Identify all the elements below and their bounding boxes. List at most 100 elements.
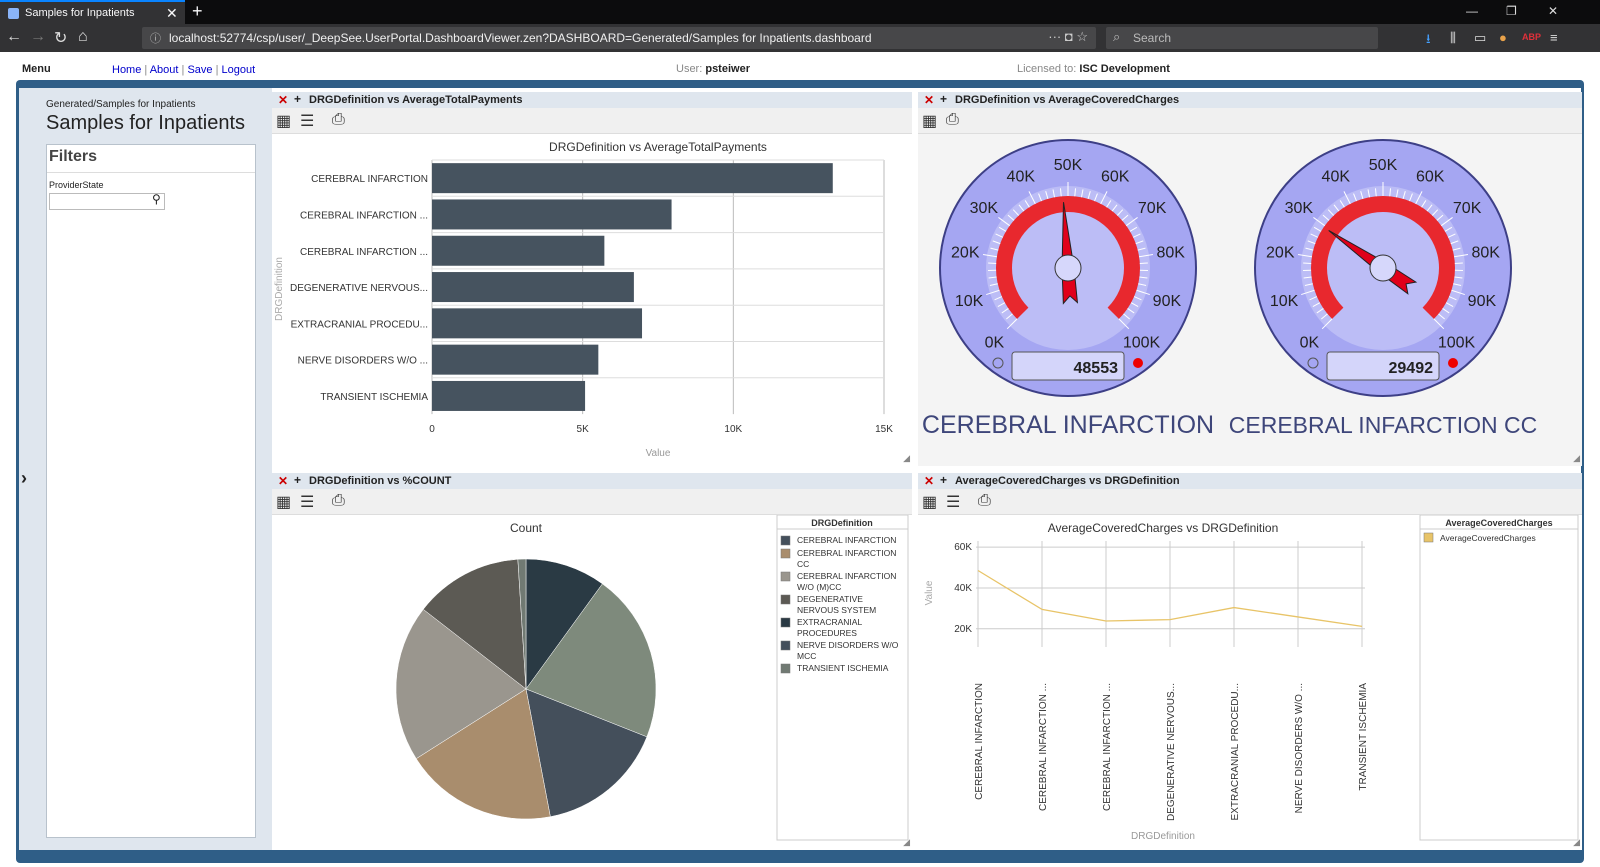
x-axis-label: DRGDefinition	[1131, 831, 1195, 842]
favicon-icon	[8, 8, 19, 19]
widget-body: AverageCoveredCharges vs DRGDefinition 20…	[918, 514, 1582, 850]
address-bar[interactable]: ⓘ localhost:52774/csp/user/_DeepSee.User…	[142, 27, 1096, 49]
adblock-icon[interactable]: ABP	[1522, 32, 1542, 42]
gauge-tick	[1028, 191, 1036, 205]
legend-swatch	[780, 571, 791, 582]
line-chart: AverageCoveredCharges vs DRGDefinition 20…	[924, 514, 1579, 842]
hamburger-menu-icon[interactable]: ≡	[1550, 30, 1558, 45]
widget-body: 0K 10K 20K 30K 40K 50K 60K 70K 80K 90K 100K 48553 CE…	[918, 134, 1582, 466]
x-tick-label: 5K	[577, 424, 590, 435]
table-view-icon[interactable]: ▦	[276, 494, 292, 511]
provider-state-input[interactable]	[49, 193, 165, 210]
y-category-label: TRANSIENT ISCHEMIA	[320, 392, 428, 403]
sidebar-icon[interactable]: ▭	[1474, 30, 1487, 45]
widget-close-icon[interactable]: ✕	[924, 93, 935, 107]
download-icon[interactable]: ⭳	[1426, 31, 1431, 46]
gauge-tick	[1307, 240, 1316, 245]
legend-label: CEREBRAL INFARCTION	[797, 535, 896, 545]
widget-add-icon[interactable]: +	[294, 473, 302, 487]
library-icon[interactable]: ⫼	[1450, 30, 1456, 45]
widget-close-icon[interactable]: ✕	[278, 93, 289, 107]
list-view-icon[interactable]: ☰	[946, 494, 961, 511]
bar-chart: DRGDefinition vs AverageTotalPayments 0 5K…	[274, 140, 893, 459]
more-icon[interactable]: ···	[1048, 29, 1062, 44]
x-category-label: EXTRACRANIAL PROCEDU...	[1230, 683, 1241, 820]
reload-icon[interactable]: ↻	[54, 30, 68, 47]
list-view-icon[interactable]: ☰	[300, 494, 315, 511]
print-icon[interactable]: ⎙	[332, 111, 345, 128]
table-view-icon[interactable]: ▦	[922, 113, 938, 130]
table-view-icon[interactable]: ▦	[276, 113, 292, 130]
bookmark-star-icon[interactable]: ☆	[1076, 29, 1088, 44]
gauge-label: CEREBRAL INFARCTION	[922, 411, 1214, 439]
widget-title: DRGDefinition vs AverageTotalPayments	[309, 94, 523, 106]
print-icon[interactable]: ⎙	[978, 492, 991, 509]
x-category-label: CEREBRAL INFARCTION	[974, 683, 985, 800]
gauge-readout-box	[1011, 351, 1125, 381]
widget-bar-chart: ✕ + DRGDefinition vs AverageTotalPayment…	[272, 92, 912, 466]
widget-close-icon[interactable]: ✕	[924, 474, 935, 488]
logout-link[interactable]: Logout	[221, 64, 256, 76]
forward-icon[interactable]: →	[30, 28, 46, 45]
search-bar[interactable]: ⌕ Search	[1106, 27, 1378, 49]
window-close-icon[interactable]: ✕	[1548, 4, 1559, 18]
y-tick-label: 40K	[954, 583, 972, 594]
legend-label: NERVOUS SYSTEM	[797, 605, 876, 615]
gauge-tick	[1305, 247, 1314, 251]
x-category-label: TRANSIENT ISCHEMIA	[1358, 683, 1369, 791]
gauge-tick	[1137, 247, 1146, 251]
about-link[interactable]: About	[149, 64, 179, 76]
y-category-label: DEGENERATIVE NERVOUS...	[290, 283, 428, 294]
filter-search-icon[interactable]: ⚲	[152, 192, 161, 206]
print-icon[interactable]: ⎙	[946, 111, 959, 128]
browser-tab[interactable]: Samples for Inpatients ✕	[0, 0, 185, 24]
gauge-tick	[1448, 296, 1457, 301]
x-category-label: CEREBRAL INFARCTION ...	[1102, 683, 1113, 811]
gauge-tick	[1129, 226, 1138, 232]
widget-close-icon[interactable]: ✕	[278, 474, 289, 488]
licensed-name: ISC Development	[1079, 63, 1170, 75]
home-icon[interactable]: ⌂	[78, 28, 88, 45]
restore-icon[interactable]: ❐	[1506, 4, 1517, 18]
new-tab-icon[interactable]: +	[192, 1, 203, 21]
widget-add-icon[interactable]: +	[294, 92, 302, 106]
gauge-tick	[1322, 214, 1330, 221]
back-icon[interactable]: ←	[6, 28, 22, 45]
resize-handle-icon[interactable]: ◢	[1573, 837, 1580, 847]
home-link[interactable]: Home	[112, 64, 142, 76]
panel-expand-icon[interactable]: ›	[21, 468, 27, 488]
gauge-tick	[1100, 191, 1108, 205]
gauge-hub	[1054, 254, 1082, 282]
bar	[432, 163, 833, 194]
header-links: Home | About | Save | Logout	[112, 64, 256, 76]
widget-add-icon[interactable]: +	[940, 473, 948, 487]
gauge-tick	[1303, 276, 1312, 279]
resize-handle-icon[interactable]: ◢	[1573, 453, 1580, 463]
tab-close-icon[interactable]: ✕	[166, 5, 178, 21]
resize-handle-icon[interactable]: ◢	[903, 453, 910, 463]
list-view-icon[interactable]: ☰	[300, 113, 315, 130]
save-link[interactable]: Save	[187, 64, 213, 76]
widget-add-icon[interactable]: +	[940, 92, 948, 106]
gauge-tick	[1024, 200, 1030, 208]
menu-button[interactable]: Menu	[22, 63, 51, 75]
gauge-tick	[1081, 189, 1084, 198]
print-icon[interactable]: ⎙	[332, 492, 345, 509]
gauge-scale-label: 80K	[1156, 245, 1185, 262]
extension-icon[interactable]: ●	[1499, 30, 1507, 45]
table-view-icon[interactable]: ▦	[922, 494, 938, 511]
gauge-tick	[1001, 308, 1009, 314]
gauge-tick	[1321, 313, 1328, 320]
info-icon[interactable]: ⓘ	[150, 33, 161, 45]
gauge-scale-label: 40K	[1007, 168, 1036, 185]
y-category-label: CEREBRAL INFARCTION	[311, 174, 428, 185]
browser-nav-bar: ← → ↻ ⌂ ⓘ localhost:52774/csp/user/_Deep…	[0, 24, 1600, 52]
gauge-tick	[986, 289, 1000, 296]
pocket-icon[interactable]: ◘	[1064, 29, 1073, 44]
gauge-scale-label: 100K	[1438, 335, 1476, 352]
legend-label: MCC	[797, 651, 816, 661]
gauge-display: 0K10K20K30K40K50K60K70K80K90K100K48553CE…	[922, 139, 1537, 439]
widget-body: Count DRGDefinition CEREBRAL INFARCTION CER…	[272, 514, 912, 850]
minimize-icon[interactable]: —	[1466, 4, 1478, 18]
resize-handle-icon[interactable]: ◢	[903, 837, 910, 847]
